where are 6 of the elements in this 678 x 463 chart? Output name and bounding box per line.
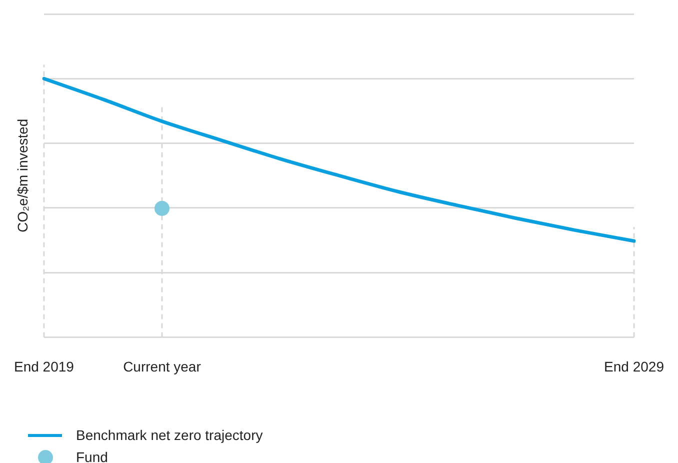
y-axis-title: CO₂e/$m invested	[14, 118, 30, 232]
legend-label: Fund	[76, 449, 108, 463]
legend-label: Benchmark net zero trajectory	[76, 427, 263, 443]
x-tick-label: Current year	[123, 358, 202, 374]
x-tick-label: End 2019	[14, 358, 74, 374]
x-tick-label: End 2029	[604, 358, 664, 374]
